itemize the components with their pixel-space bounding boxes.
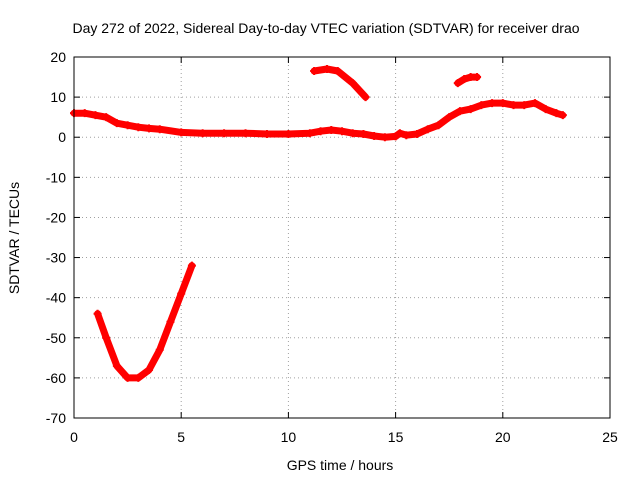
- data-point: [155, 345, 164, 354]
- x-tick-label: 15: [388, 429, 404, 445]
- data-point: [541, 105, 550, 114]
- data-point: [284, 130, 293, 139]
- data-point: [391, 132, 400, 141]
- y-tick-label: 20: [50, 49, 66, 65]
- data-point: [93, 309, 102, 318]
- data-point: [220, 129, 229, 138]
- data-point: [145, 365, 154, 374]
- data-point: [102, 333, 111, 342]
- data-point: [241, 129, 250, 138]
- data-point: [434, 121, 443, 130]
- data-point: [123, 121, 132, 130]
- data-point: [91, 111, 100, 120]
- data-point: [413, 130, 422, 139]
- data-point: [198, 129, 207, 138]
- y-tick-label: 0: [58, 129, 66, 145]
- data-point: [558, 111, 567, 120]
- x-tick-label: 25: [602, 429, 618, 445]
- data-point: [338, 127, 346, 136]
- data-point: [123, 373, 132, 382]
- y-tick-label: -30: [46, 250, 66, 266]
- data-point: [473, 73, 482, 82]
- data-point: [488, 99, 497, 108]
- data-point: [112, 119, 121, 128]
- data-point: [327, 126, 336, 135]
- data-point: [466, 105, 475, 114]
- data-point: [477, 101, 486, 110]
- data-point: [380, 133, 389, 142]
- ticks: 0 5 10 15 20 25 20 10 0 -10 -20 -30 -40 -50 -60 -70: [46, 49, 618, 445]
- data-point: [359, 130, 368, 139]
- data-point: [177, 289, 186, 298]
- series-upper-right: [453, 73, 482, 88]
- data-point: [155, 125, 164, 134]
- data-point: [322, 65, 331, 74]
- x-tick-label: 5: [177, 429, 185, 445]
- data-point: [395, 129, 404, 138]
- data-point: [348, 129, 357, 138]
- y-tick-label: -50: [46, 330, 66, 346]
- x-tick-label: 10: [281, 429, 297, 445]
- y-tick-label: 10: [50, 89, 66, 105]
- y-tick-label: -60: [46, 370, 66, 386]
- y-tick-label: -20: [46, 209, 66, 225]
- data-point: [498, 99, 507, 108]
- chart-title: Day 272 of 2022, Sidereal Day-to-day VTE…: [72, 20, 579, 36]
- series-band: [94, 262, 196, 382]
- data-point: [402, 131, 411, 140]
- plot-frame: [73, 56, 611, 419]
- data-point: [348, 79, 357, 88]
- data-point: [509, 101, 518, 110]
- x-tick-label: 0: [70, 429, 78, 445]
- data-point: [530, 99, 539, 108]
- y-tick-label: -10: [46, 169, 66, 185]
- data-point: [310, 67, 319, 76]
- data-point: [262, 130, 271, 139]
- data-point: [370, 132, 379, 141]
- data-point: [102, 113, 111, 122]
- data-point: [460, 75, 469, 84]
- data-point: [455, 107, 464, 116]
- data-point: [333, 67, 342, 76]
- data-point: [187, 261, 196, 270]
- data-point: [520, 101, 529, 110]
- data-point: [423, 125, 432, 134]
- series-arc-upper: [310, 65, 370, 102]
- data-point: [361, 93, 370, 102]
- grid: [74, 57, 610, 418]
- data-point: [445, 113, 454, 122]
- x-tick-label: 20: [495, 429, 511, 445]
- data-point: [552, 109, 561, 118]
- data-point: [134, 373, 143, 382]
- series-trough: [93, 261, 196, 382]
- data-point: [305, 129, 314, 138]
- data-point: [80, 109, 89, 118]
- data-point: [145, 124, 154, 133]
- y-tick-label: -40: [46, 290, 66, 306]
- data-point: [166, 317, 175, 326]
- y-axis-label: SDTVAR / TECUs: [6, 182, 22, 294]
- data-point: [177, 128, 186, 137]
- x-axis-label: GPS time / hours: [287, 457, 394, 473]
- data-point: [112, 361, 121, 370]
- data-point: [316, 127, 325, 136]
- data-point: [453, 79, 462, 88]
- y-tick-label: -70: [46, 410, 66, 426]
- data-point: [134, 123, 143, 132]
